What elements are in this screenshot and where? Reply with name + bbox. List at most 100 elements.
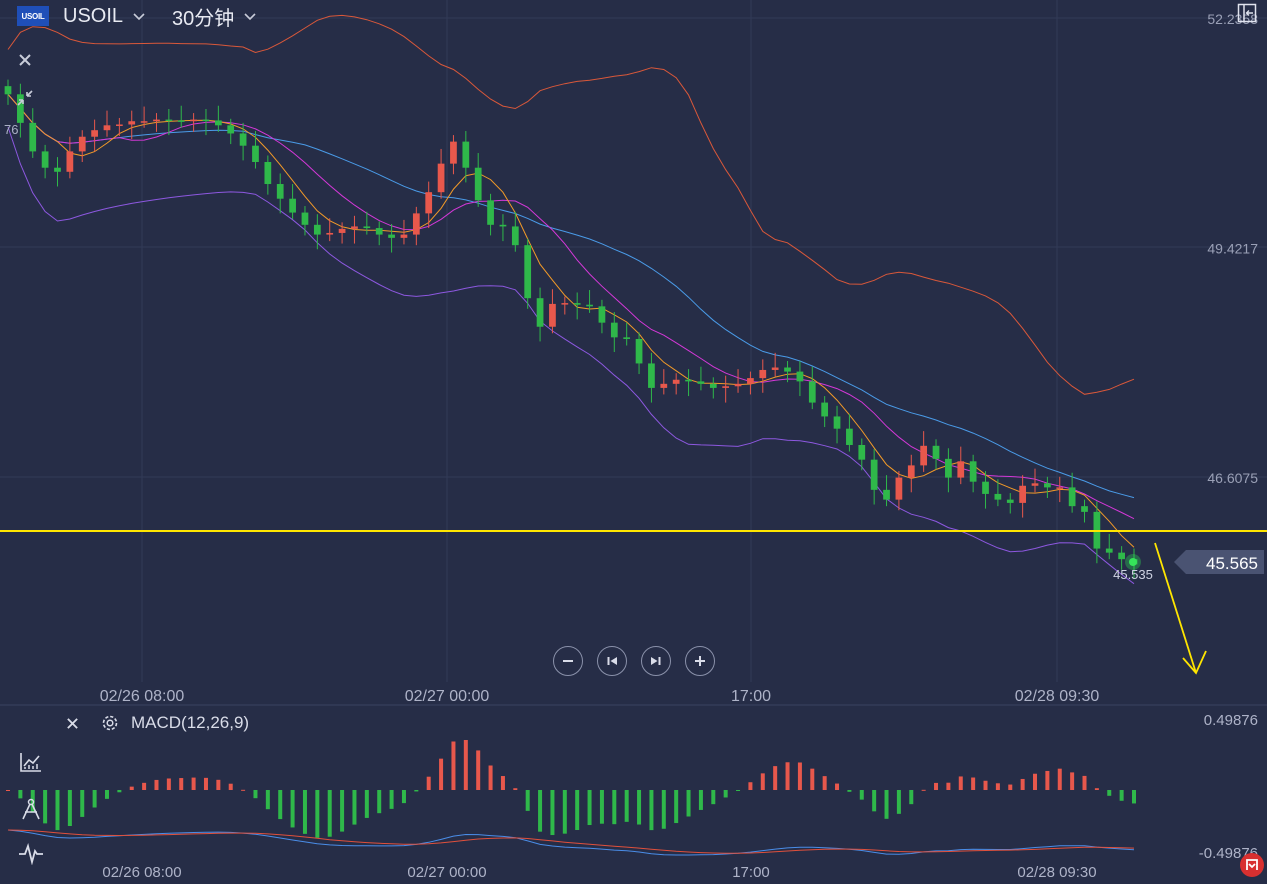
drawing-tool-icon[interactable] [18,796,44,822]
candle-up [128,121,136,125]
macd-histogram-bar-positive [983,780,988,790]
candle-down [1044,483,1051,488]
candle-up [338,228,346,233]
chevron-down-icon[interactable] [243,9,257,23]
candle-up [400,234,408,238]
macd-histogram-bar-positive [1082,775,1087,790]
macd-histogram-bar-positive [500,776,505,790]
candle-down [586,304,593,307]
skip-forward-icon [651,657,661,665]
bollinger-lower-line [7,126,1135,585]
last-price-marker [1125,554,1141,570]
candle-down [1006,499,1014,503]
candle-up [437,163,445,193]
candle-down [4,86,12,95]
macd-histogram-bar-negative [723,790,728,798]
grid-lines [0,0,1267,706]
candle-down [982,481,989,494]
candle-down [994,493,1002,500]
candle-down [301,212,309,225]
candle-up [759,369,767,379]
candle-down [17,94,24,123]
macd-histogram-bar-negative [909,790,914,805]
macd-histogram-bar-positive [785,762,790,790]
candle-down [697,381,705,384]
x-tick-label: 02/28 09:30 [1015,688,1100,705]
indicator-tool-icon[interactable] [18,842,44,866]
candle-down [54,167,61,172]
macd-histogram-bar-positive [203,777,208,790]
candle-down [1105,548,1113,553]
zoom-in-button[interactable] [685,646,715,676]
zoom-out-button[interactable] [553,646,583,676]
macd-histogram-bar-positive [179,778,184,790]
macd-histogram-bar-positive [1008,784,1013,790]
candle-down [598,306,606,323]
macd-x-tick-label: 02/28 09:30 [1017,864,1096,881]
candle-down [709,383,717,388]
candle-down [1118,552,1125,560]
macd-histogram-bar-negative [624,790,629,822]
macd-dif-line [7,829,1135,856]
macd-histogram-bar-positive [488,765,493,790]
macd-histogram-bar-negative [278,790,283,820]
macd-histogram-bar-negative [340,790,345,832]
candle-down [536,298,544,327]
close-icon[interactable] [66,717,79,730]
candle-up [78,136,86,152]
macd-histogram-bar-positive [946,782,951,790]
macd-histogram-bar-positive [1020,778,1025,790]
macd-y-tick-label: 0.49876 [1204,712,1258,729]
x-tick-label: 02/27 00:00 [405,688,490,705]
macd-histogram-bar-negative [612,790,617,825]
candle-up [672,379,680,384]
candle-up [66,151,74,172]
candle-up [920,445,928,466]
chart-tool-icon[interactable] [18,750,44,774]
macd-histogram-bar-negative [896,790,901,814]
skip-back-icon [607,657,617,665]
chevron-down-icon[interactable] [132,9,146,23]
candle-up [734,383,742,387]
alert-icon[interactable] [1239,852,1265,878]
macd-histogram-bar-positive [1057,768,1062,790]
macd-histogram-bar-negative [661,790,666,829]
macd-histogram-bar-positive [822,776,827,790]
macd-histogram-bar-negative [698,790,703,810]
x-tick-label: 17:00 [731,688,771,705]
candle-up [722,386,730,388]
interval-selector[interactable]: 30分钟 [172,7,235,30]
macd-histogram-bar-positive [166,778,171,790]
candle-up [425,192,433,214]
candle-down [313,224,321,235]
macd-histogram-bar-positive [797,762,802,790]
candle-up [1019,485,1027,503]
candle-down [648,363,655,388]
macd-histogram-bar-negative [253,790,258,799]
candle-down [202,119,210,122]
collapse-arrows-icon[interactable] [15,88,35,108]
candle-up [747,378,754,384]
macd-histogram-bar-negative [637,790,642,825]
close-icon[interactable] [15,50,35,70]
minus-icon [563,660,573,662]
macd-histogram-bar-negative [315,790,320,838]
macd-histogram-bar-positive [760,773,765,790]
panel-collapse-icon[interactable] [1236,2,1258,24]
scroll-start-button[interactable] [597,646,627,676]
macd-histogram-bar-positive [971,777,976,790]
macd-histogram-bar-positive [1070,772,1075,790]
gear-icon[interactable] [99,712,121,734]
macd-x-tick-label: 02/27 00:00 [407,864,486,881]
scroll-end-button[interactable] [641,646,671,676]
candle-down [610,322,618,338]
moving-average-mid-line [7,93,1135,520]
candle-down [276,184,284,199]
candle-down [511,226,519,246]
candle-down [796,371,804,382]
macd-histogram-bar-negative [550,790,555,836]
candle-down [363,226,371,229]
symbol-selector[interactable]: USOIL [63,4,124,27]
candle-down [858,444,866,460]
